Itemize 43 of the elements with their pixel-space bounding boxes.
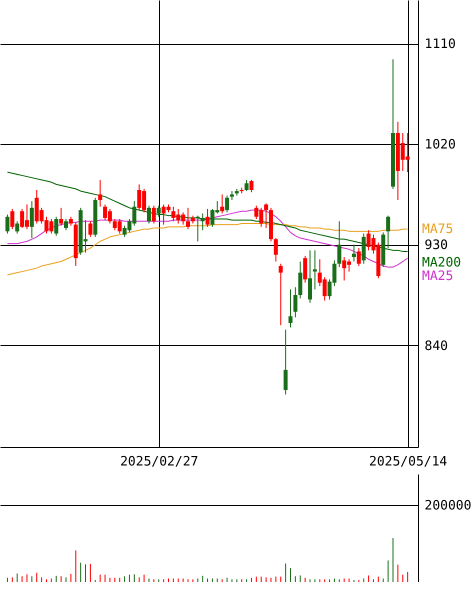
candlestick (274, 238, 278, 262)
candlestick (278, 263, 283, 326)
candlestick (206, 208, 210, 228)
candlestick (244, 179, 249, 192)
candlestick (54, 216, 58, 236)
candlestick (10, 208, 14, 230)
candlestick (249, 179, 254, 193)
y-tick-label: 1020 (424, 138, 456, 153)
candlestick (284, 329, 288, 395)
y-tick-label: 930 (424, 238, 448, 254)
candlestick (356, 248, 361, 266)
candlestick (30, 200, 34, 239)
candlestick (152, 205, 156, 224)
candlestick (264, 202, 268, 228)
series-label: MA200 (422, 255, 462, 270)
candlestick (303, 255, 308, 284)
candlestick (5, 214, 10, 234)
y-tick-label: 840 (424, 338, 448, 354)
candlestick (186, 207, 190, 230)
candlestick (146, 205, 151, 224)
candlestick (59, 207, 64, 226)
candlestick (156, 205, 161, 218)
candlestick (200, 212, 205, 231)
candlestick (88, 220, 92, 238)
x-tick-label: 2025/05/14 (368, 454, 448, 470)
candlestick (288, 288, 292, 328)
candlestick (362, 233, 366, 264)
candlestick (298, 260, 302, 299)
candlestick (386, 215, 390, 249)
series-label: MA25 (422, 269, 454, 284)
candlestick (293, 286, 298, 318)
x-tick-label: 2025/02/27 (120, 454, 198, 470)
candlestick (220, 194, 224, 214)
candlestick (15, 220, 20, 234)
candlestick (308, 250, 312, 304)
y-tick-label: 1110 (424, 37, 456, 52)
candlestick (225, 195, 230, 213)
series-label: MA75 (422, 222, 454, 238)
candlestick (64, 218, 68, 231)
candlestick (98, 179, 102, 208)
candlestick (337, 220, 342, 268)
candlestick (352, 244, 356, 262)
y-tick-label: 200000 (424, 498, 472, 514)
